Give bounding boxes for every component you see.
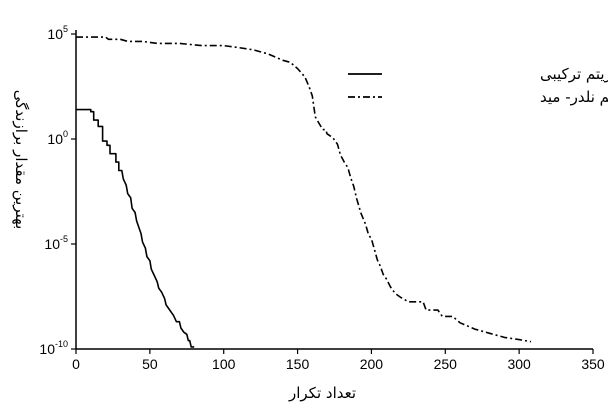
y-tick-label: 100 — [47, 129, 68, 147]
legend: الگوریتم ترکیبی الگوریتم نلدر- مید — [348, 65, 608, 106]
x-tick-label: 200 — [360, 356, 384, 372]
series-line-2 — [76, 36, 532, 343]
axes: 0 50 100 150 200 250 300 350 105 100 10-5 10-10 — [39, 24, 604, 372]
x-axis-title: تعداد تکرار — [288, 384, 356, 402]
series-line-1 — [76, 108, 195, 348]
x-tick-label: 100 — [212, 356, 236, 372]
legend-label-1: الگوریتم ترکیبی — [540, 65, 608, 83]
y-tick-label: 10-5 — [44, 234, 68, 252]
x-tick-label: 350 — [581, 356, 605, 372]
y-tick-label: 10-10 — [39, 339, 68, 357]
legend-label-2: الگوریتم نلدر- مید — [540, 88, 608, 106]
x-tick-label: 0 — [72, 356, 80, 372]
series-layer — [76, 36, 532, 348]
x-tick-label: 50 — [142, 356, 158, 372]
x-tick-label: 150 — [286, 356, 310, 372]
y-tick-label: 105 — [47, 24, 68, 42]
x-tick-label: 250 — [434, 356, 458, 372]
y-axis-title: بهترین مقدار برازندگی — [12, 90, 30, 229]
x-tick-label: 300 — [507, 356, 531, 372]
